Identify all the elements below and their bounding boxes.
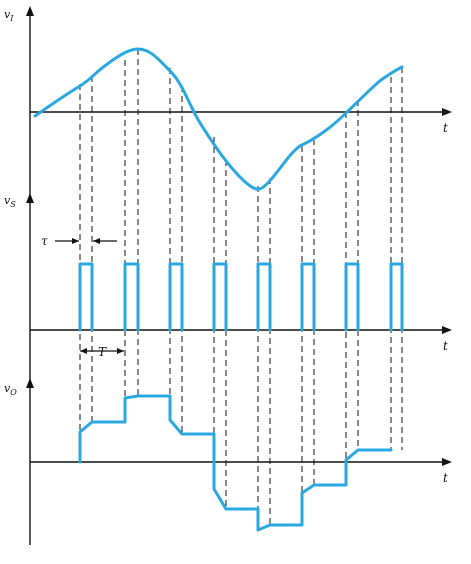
sample-hold-output-waveform: [78, 394, 393, 532]
sampling-pulse-train: [78, 262, 404, 332]
tau-left-arrow-head: [72, 238, 79, 244]
sampling-x-arrow: [442, 326, 452, 334]
output-x-arrow: [442, 458, 452, 466]
tau-right-arrow-head: [93, 238, 100, 244]
input-y-arrow: [26, 6, 34, 16]
period-label: T: [98, 345, 107, 359]
input-waveform: [33, 47, 404, 191]
sampling-y-label: vS: [4, 194, 16, 209]
input-x-label: t: [443, 121, 448, 135]
sample-guide-lines: [79, 49, 403, 530]
output-y-label: vO: [4, 382, 17, 397]
tau-label: τ: [41, 234, 48, 248]
period-left-arrow-head: [80, 348, 87, 354]
output-y-arrow: [26, 378, 34, 388]
sampling-x-label: t: [443, 339, 448, 353]
input-y-label: vI: [4, 8, 14, 23]
sampling-y-arrow: [26, 193, 34, 203]
output-x-label: t: [443, 471, 448, 485]
input-x-arrow: [442, 108, 452, 116]
period-right-arrow-head: [117, 348, 124, 354]
